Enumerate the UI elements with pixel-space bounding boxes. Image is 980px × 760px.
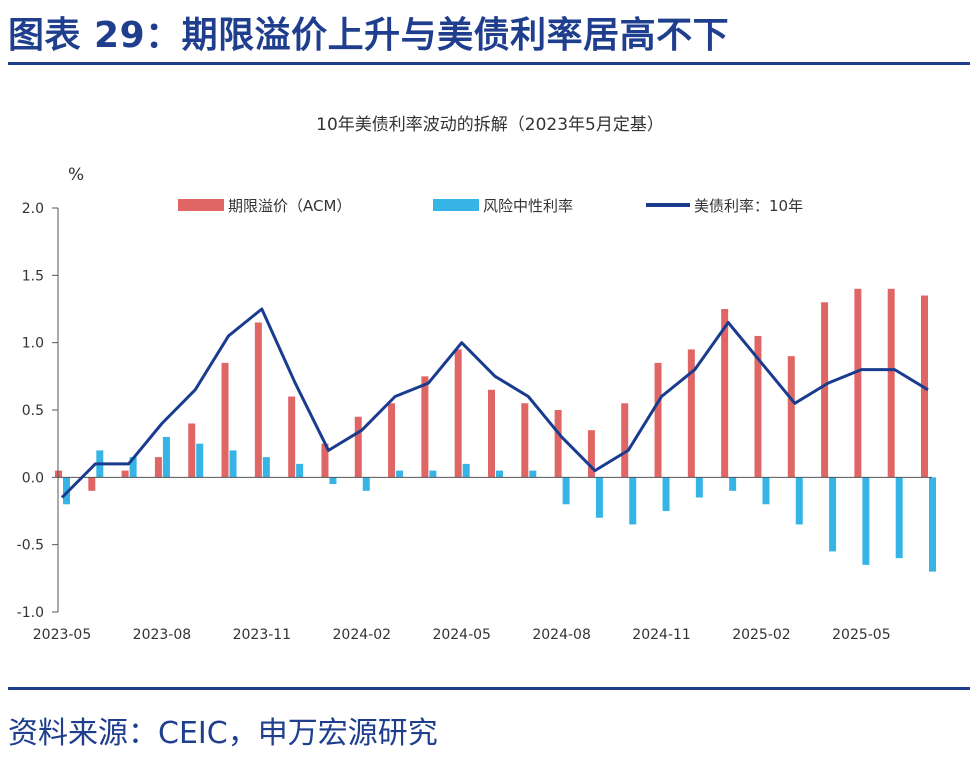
y-axis-label: % [68,165,84,185]
x-tick-label: 2024-08 [532,627,591,643]
acm-bar [454,349,462,478]
legend-yield-label: 美债利率：10年 [694,197,803,215]
neutral-bar [196,443,204,478]
neutral-bar [63,477,70,505]
neutral-bar [929,477,936,572]
source-note: 资料来源：CEIC，申万宏源研究 [8,716,438,751]
acm-bar [654,362,662,478]
neutral-bar [396,470,404,478]
acm-bar [321,443,329,478]
acm-bar [854,288,862,478]
neutral-bar [862,477,870,565]
acm-bar [388,403,396,478]
acm-bar [221,362,229,478]
x-tick-label: 2024-02 [333,627,392,643]
neutral-bar [362,477,370,491]
chart-canvas: % 2.0 1.5 1.0 0.5 0.0 -0.5 -1.0 2023-05 2023-08… [17,165,936,643]
y-tick-label: 0.0 [22,470,44,486]
acm-bar [754,335,762,478]
y-tick-label: -0.5 [17,538,44,554]
x-ticks: 2023-05 2023-08 2023-11 2024-02 2024-05 2024-… [33,627,891,643]
title-divider [8,62,970,65]
x-tick-label: 2025-02 [732,627,791,643]
acm-bar [721,309,729,478]
acm-bar [488,389,495,478]
acm-bar [88,477,96,491]
x-tick-label: 2024-05 [432,627,491,643]
y-tick-label: 0.5 [22,403,44,419]
x-tick-label: 2024-11 [632,627,691,643]
neutral-bar [662,477,670,511]
legend-acm-swatch [178,199,224,211]
acm-bar [821,302,829,478]
acm-bar [587,430,595,478]
bar-layer [55,288,936,572]
x-tick-label: 2025-05 [832,627,891,643]
neutral-bar [229,450,237,478]
acm-bar [188,423,196,478]
neutral-bar [462,463,470,478]
axes-layer: % [57,165,932,612]
neutral-bar [562,477,570,505]
legend-neutral-label: 风险中性利率 [483,197,573,215]
acm-bar [354,416,362,478]
neutral-bar [529,470,537,478]
y-tick-label: -1.0 [17,605,44,621]
neutral-bar [629,477,637,525]
neutral-bar [429,470,437,478]
yield-line [60,307,929,499]
neutral-bar [729,477,737,491]
y-ticks: 2.0 1.5 1.0 0.5 0.0 -0.5 -1.0 [17,201,58,621]
neutral-bar [762,477,770,505]
acm-bar [121,470,129,478]
neutral-bar [829,477,837,552]
acm-bar [554,410,562,478]
source-divider [8,687,970,690]
acm-bar [787,356,795,478]
neutral-bar [329,477,337,485]
page-title: 图表 29：期限溢价上升与美债利率居高不下 [8,15,730,56]
legend-acm-label: 期限溢价（ACM） [228,197,351,215]
x-tick-label: 2023-08 [133,627,192,643]
y-tick-label: 1.5 [22,268,44,284]
acm-bar [887,288,895,478]
neutral-bar [296,463,304,478]
neutral-bar [262,457,270,478]
acm-bar [687,349,695,478]
chart-title: 10年美债利率波动的拆解（2023年5月定基） [316,115,664,135]
neutral-bar [595,477,603,518]
x-tick-label: 2023-11 [233,627,292,643]
acm-bar [254,322,262,478]
neutral-bar [162,436,170,478]
neutral-bar [795,477,803,525]
neutral-bar [695,477,703,498]
legend-neutral-swatch [433,199,479,211]
acm-bar [521,403,529,478]
neutral-bar [129,457,137,478]
acm-bar [621,403,629,478]
neutral-bar [895,477,903,559]
x-tick-label: 2023-05 [33,627,92,643]
acm-bar [154,457,162,478]
acm-bar [288,396,296,478]
y-tick-label: 2.0 [22,201,44,217]
y-tick-label: 1.0 [22,336,44,352]
legend: 期限溢价（ACM） 风险中性利率 美债利率：10年 [178,197,803,215]
acm-bar [421,376,429,478]
neutral-bar [496,470,503,478]
